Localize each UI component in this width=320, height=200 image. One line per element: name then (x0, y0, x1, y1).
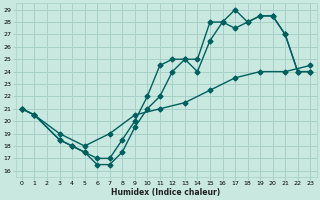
X-axis label: Humidex (Indice chaleur): Humidex (Indice chaleur) (111, 188, 221, 197)
